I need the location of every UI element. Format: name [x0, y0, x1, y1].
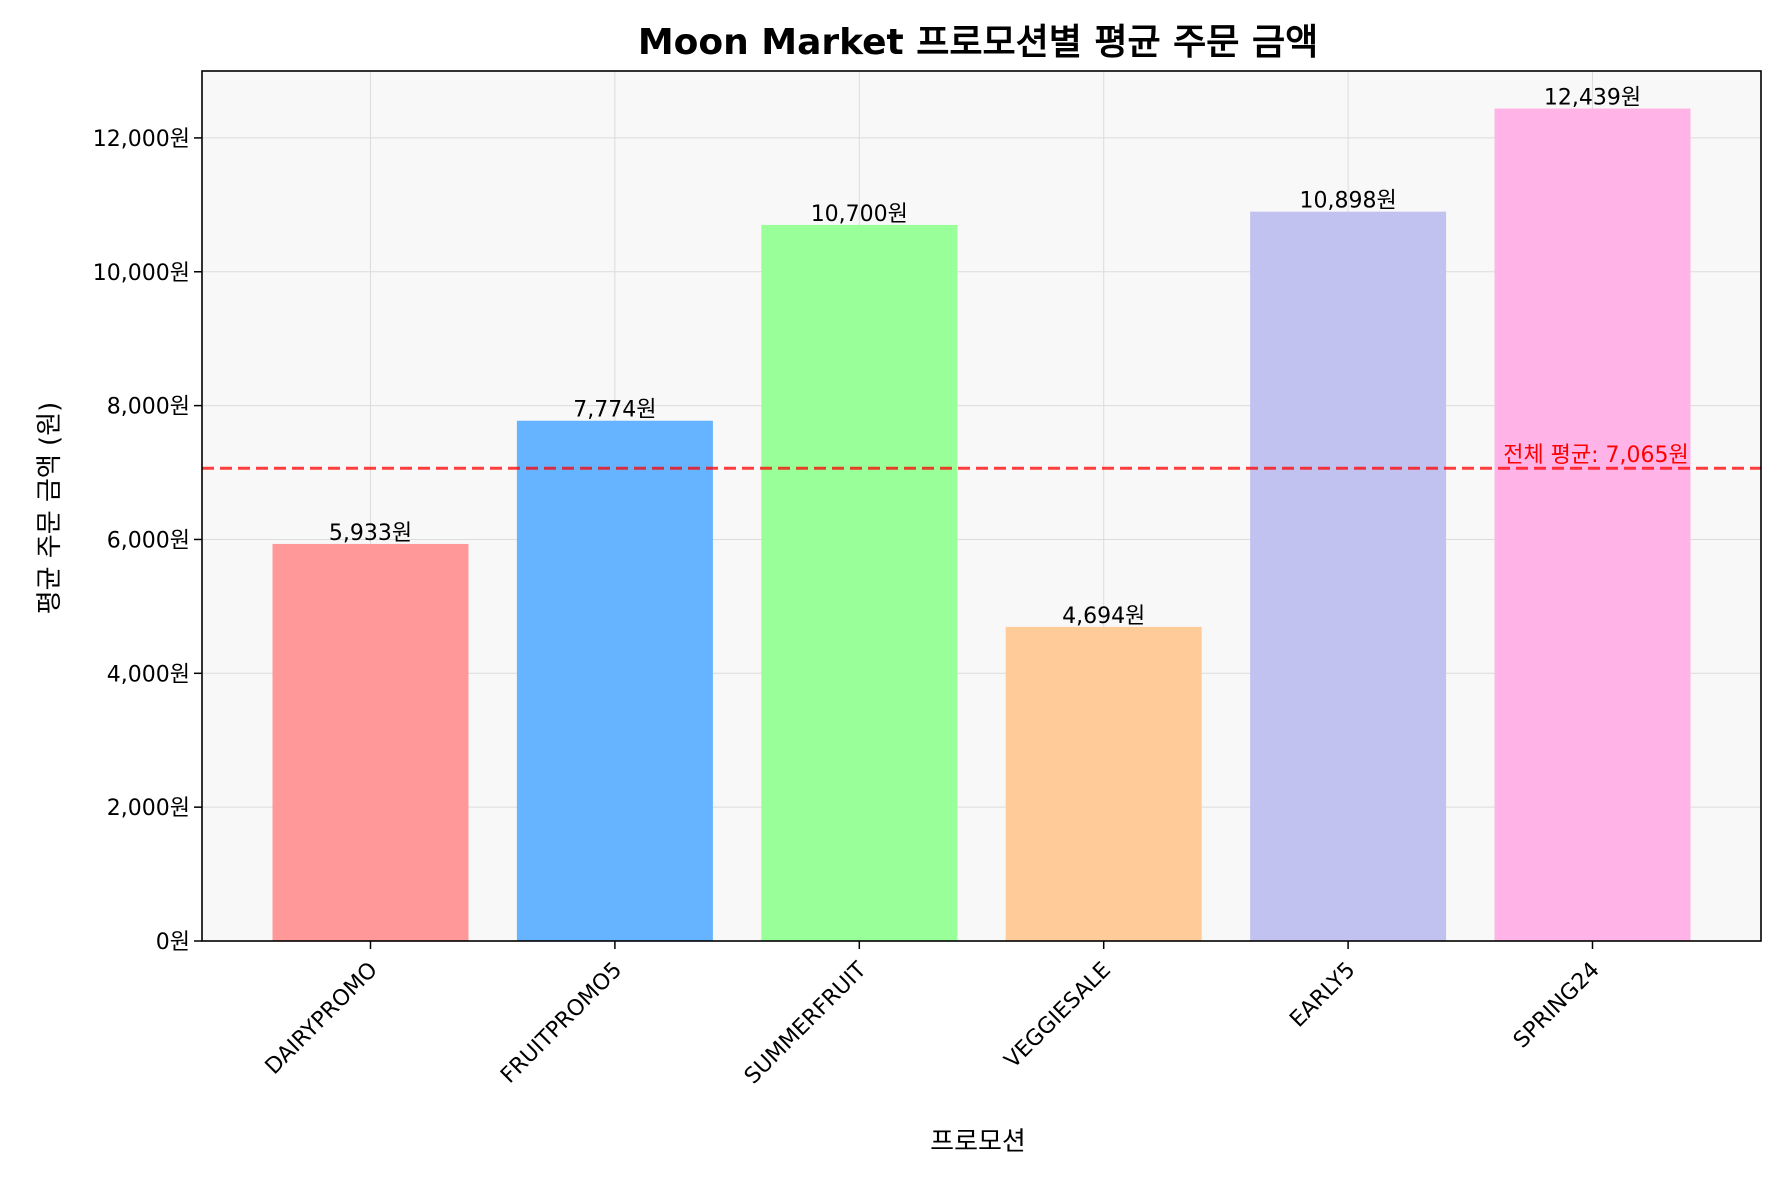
x-axis-label: 프로모션: [930, 1127, 1026, 1157]
average-line-group: 전체 평균: 7,065원: [202, 443, 1761, 470]
x-tick-label: SPRING24: [1509, 958, 1605, 1054]
x-tick-label: FRUITPROMO5: [496, 958, 627, 1089]
average-label: 전체 평균: 7,065원: [1503, 443, 1689, 468]
y-tick-label: 4,000원: [107, 662, 190, 687]
bar-summerfruit: [761, 224, 958, 941]
bar-dairypromo: [272, 543, 469, 941]
chart-title: Moon Market 프로모션별 평균 주문 금액: [638, 22, 1318, 63]
bar-value-label: 5,933원: [329, 521, 412, 546]
x-tick-label: EARLY5: [1285, 958, 1360, 1033]
y-tick-label: 2,000원: [107, 796, 190, 821]
plot-frame: [201, 70, 1762, 942]
y-tick-label: 0원: [156, 930, 190, 955]
bar-value-label: 7,774원: [573, 398, 656, 423]
data-labels: 5,933원 7,774원 10,700원 4,694원 10,898원 12,439원: [329, 86, 1641, 629]
bar-value-label: 10,700원: [811, 202, 908, 227]
y-tick-label: 12,000원: [93, 127, 190, 152]
y-tick-label: 10,000원: [93, 261, 190, 286]
x-tick-label: SUMMERFRUIT: [740, 957, 872, 1089]
x-axis-ticks: DAIRYPROMO FRUITPROMO5 SUMMERFRUIT VEGGIESA…: [261, 941, 1605, 1089]
y-axis-label: 평균 주문 금액 (원): [35, 402, 65, 615]
y-tick-label: 8,000원: [107, 395, 190, 420]
bars: [272, 108, 1691, 942]
bar-veggiesale: [1005, 626, 1202, 941]
x-tick-label: DAIRYPROMO: [261, 958, 383, 1080]
bar-fruitpromo5: [516, 420, 713, 941]
x-tick-label: VEGGIESALE: [1000, 958, 1116, 1074]
bar-value-label: 12,439원: [1544, 86, 1641, 111]
bar-early5: [1250, 211, 1447, 941]
bar-value-label: 4,694원: [1062, 604, 1145, 629]
y-tick-label: 6,000원: [107, 528, 190, 553]
bar-value-label: 10,898원: [1299, 189, 1396, 214]
bar-spring24: [1494, 108, 1691, 942]
y-axis-ticks: 0원 2,000원 4,000원 6,000원 8,000원 10,000원 12,000원: [93, 127, 202, 955]
